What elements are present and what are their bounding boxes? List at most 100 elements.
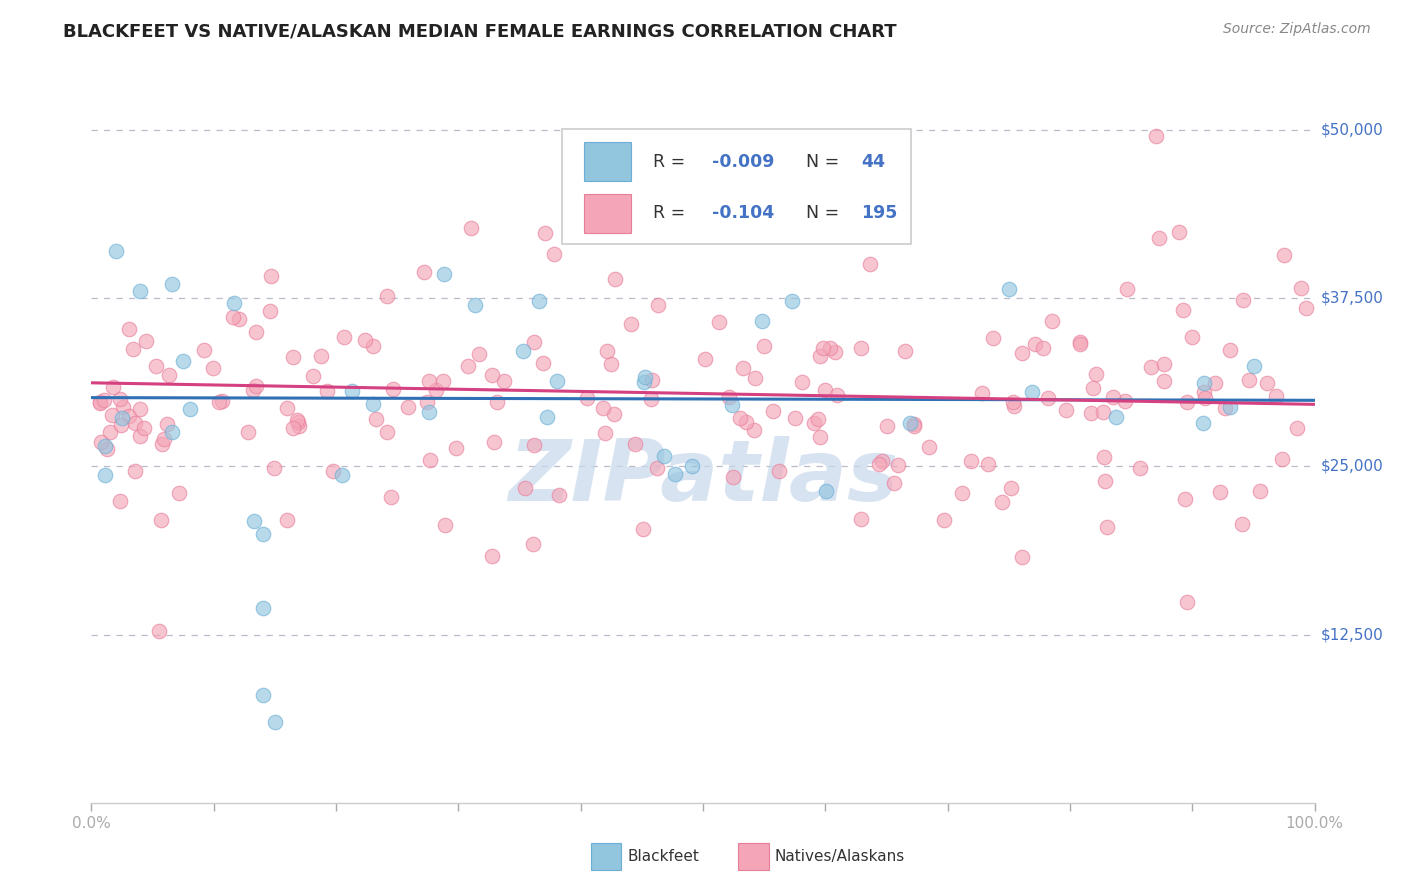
Point	[903, 417, 925, 432]
Point	[814, 484, 837, 499]
Point	[179, 402, 201, 417]
Point	[783, 411, 806, 425]
Point	[1002, 394, 1025, 409]
Point	[108, 392, 131, 407]
Point	[112, 401, 135, 415]
Point	[93, 392, 115, 407]
Point	[1116, 282, 1139, 296]
Point	[228, 312, 250, 326]
Point	[101, 409, 124, 423]
Point	[464, 298, 486, 312]
Point	[976, 457, 998, 471]
Point	[167, 485, 190, 500]
Point	[1219, 343, 1241, 357]
Point	[361, 397, 384, 411]
Point	[460, 220, 482, 235]
Point	[1038, 391, 1060, 405]
Point	[110, 417, 132, 432]
Point	[124, 417, 146, 431]
Point	[342, 384, 364, 399]
Point	[482, 434, 505, 449]
Point	[1167, 225, 1189, 239]
Point	[1230, 517, 1253, 532]
Text: BLACKFEET VS NATIVE/ALASKAN MEDIAN FEMALE EARNINGS CORRELATION CHART: BLACKFEET VS NATIVE/ALASKAN MEDIAN FEMAL…	[63, 22, 897, 40]
Point	[1153, 357, 1175, 371]
Point	[1192, 384, 1215, 399]
Point	[744, 371, 766, 385]
Point	[1011, 549, 1033, 564]
Point	[762, 404, 785, 418]
Point	[531, 356, 554, 370]
Text: ZIPatlas: ZIPatlas	[508, 435, 898, 518]
Point	[259, 304, 281, 318]
Point	[1153, 374, 1175, 388]
Point	[419, 452, 441, 467]
Point	[960, 453, 983, 467]
Point	[128, 429, 150, 443]
Point	[354, 333, 377, 347]
Point	[806, 412, 828, 426]
Point	[252, 688, 274, 702]
Point	[522, 537, 544, 551]
Point	[894, 343, 917, 358]
Point	[129, 285, 152, 299]
Point	[432, 374, 454, 388]
Text: $12,500: $12,500	[1320, 627, 1384, 642]
Point	[264, 714, 287, 729]
Point	[1237, 373, 1260, 387]
Point	[1021, 384, 1043, 399]
Point	[160, 425, 183, 439]
Point	[124, 464, 146, 478]
Point	[416, 395, 439, 409]
Point	[396, 400, 419, 414]
Point	[281, 421, 304, 435]
Point	[731, 360, 754, 375]
Point	[512, 343, 534, 358]
Point	[1092, 450, 1115, 464]
Point	[734, 415, 756, 429]
Point	[824, 344, 846, 359]
Point	[434, 518, 457, 533]
Point	[117, 322, 139, 336]
Point	[276, 401, 298, 415]
Point	[918, 441, 941, 455]
Point	[457, 359, 479, 373]
Point	[375, 288, 398, 302]
Text: $37,500: $37,500	[1320, 291, 1384, 305]
Point	[276, 513, 298, 527]
Point	[1040, 314, 1063, 328]
Point	[1181, 330, 1204, 344]
Point	[150, 437, 173, 451]
Point	[576, 391, 599, 405]
Point	[1256, 376, 1278, 391]
Point	[101, 380, 124, 394]
Text: N =: N =	[806, 153, 845, 170]
Point	[790, 375, 813, 389]
Point	[595, 425, 617, 440]
Text: 195: 195	[860, 204, 897, 222]
Point	[361, 339, 384, 353]
Point	[425, 383, 447, 397]
Point	[260, 268, 283, 283]
FancyBboxPatch shape	[562, 129, 911, 244]
Point	[90, 435, 112, 450]
Text: Source: ZipAtlas.com: Source: ZipAtlas.com	[1223, 22, 1371, 37]
Point	[633, 375, 655, 389]
Point	[548, 488, 571, 502]
Point	[315, 384, 337, 398]
Point	[89, 396, 111, 410]
Point	[818, 341, 841, 355]
Point	[287, 415, 309, 429]
Point	[1213, 401, 1236, 415]
Point	[751, 314, 773, 328]
Point	[1094, 474, 1116, 488]
Point	[1054, 403, 1077, 417]
Point	[972, 386, 994, 401]
Point	[870, 454, 893, 468]
Text: R =: R =	[652, 153, 690, 170]
Point	[849, 512, 872, 526]
Point	[1249, 483, 1271, 498]
Point	[803, 416, 825, 430]
Point	[742, 423, 765, 437]
Text: $25,000: $25,000	[1320, 458, 1384, 474]
